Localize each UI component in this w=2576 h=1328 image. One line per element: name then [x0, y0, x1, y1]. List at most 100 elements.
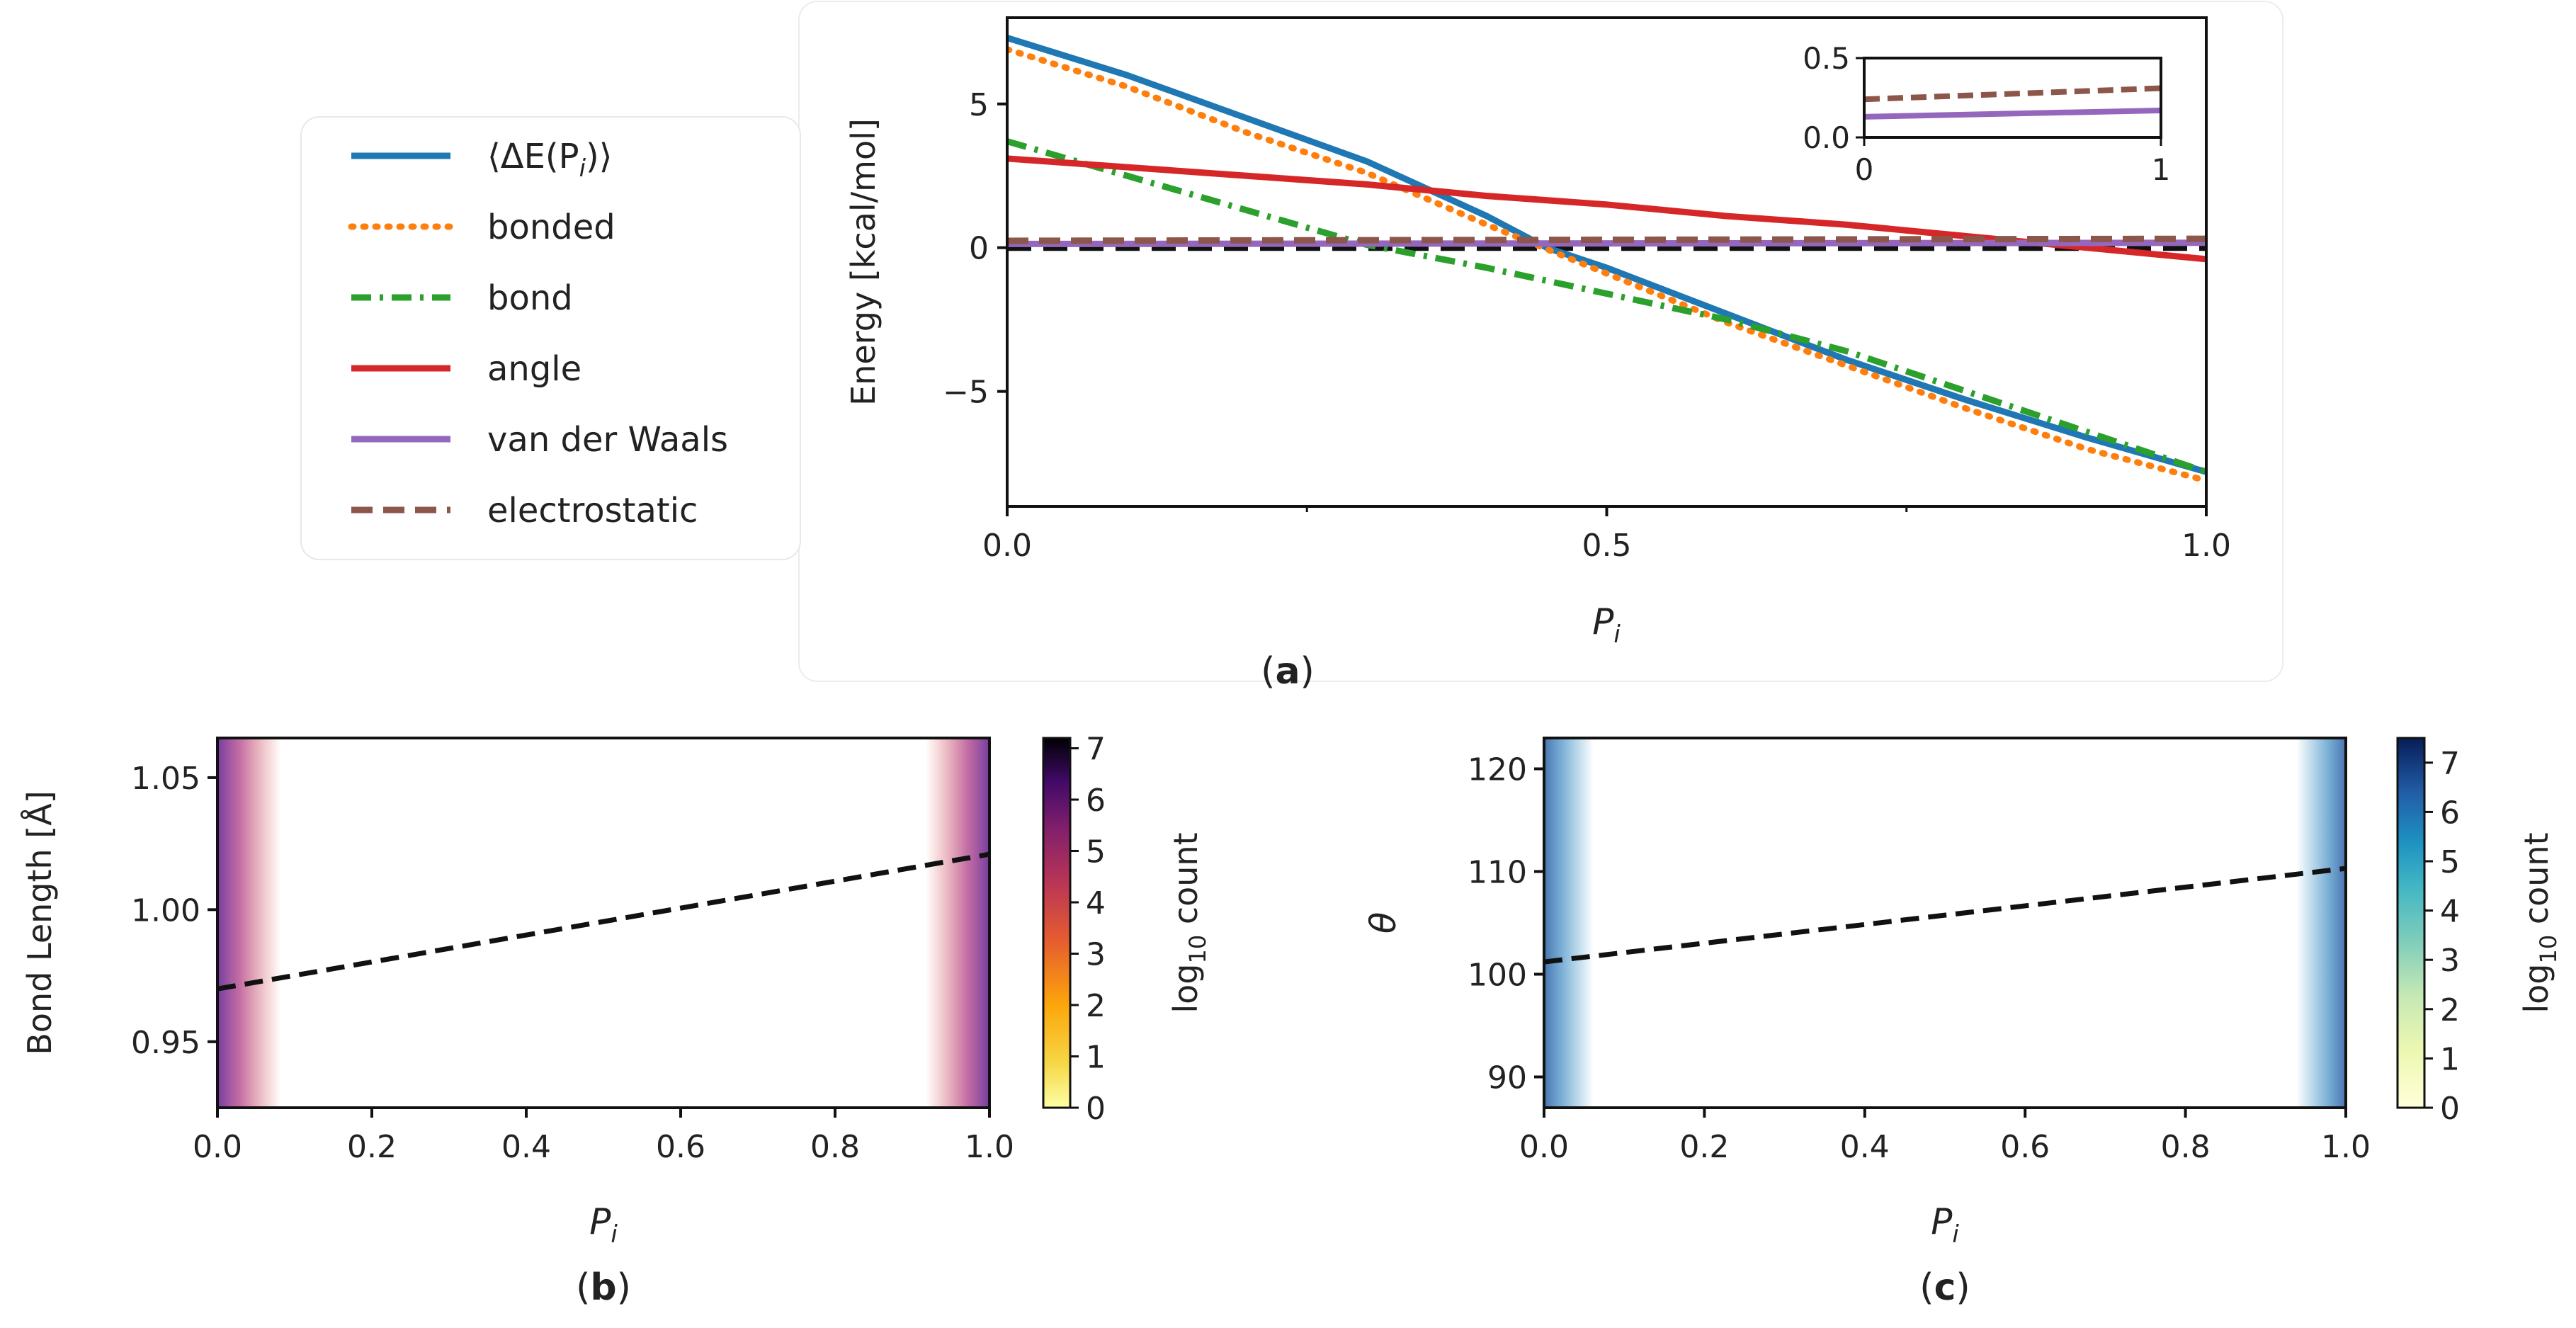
- a-series-group: [1007, 35, 2206, 484]
- a-inset-ticks: 0.0 0.5 0 1: [1803, 41, 2170, 187]
- c-ytick-label: 90: [1487, 1060, 1527, 1096]
- legend-label: ⟨ΔE(Pi)⟩: [487, 137, 612, 183]
- b-y-ticks: 0.95 1.00 1.05: [131, 761, 217, 1061]
- b-ylabel: Bond Length [Å]: [21, 790, 59, 1055]
- b-cbtick-label: 6: [1086, 783, 1106, 819]
- c-colorbar-ticks: 0 1 2 3 4 5 6 7: [2424, 746, 2460, 1127]
- b-caption: (b): [576, 1266, 631, 1309]
- c-xlabel: Pi: [1931, 1201, 1959, 1249]
- b-xtick-label: 0.4: [501, 1129, 551, 1165]
- c-xtick-label: 0.4: [1840, 1129, 1890, 1165]
- b-cbtick-label: 7: [1086, 732, 1106, 768]
- c-ytick-label: 100: [1468, 958, 1527, 994]
- inset-series-line-1: [1863, 85, 2162, 103]
- c-ytick-label: 110: [1468, 855, 1527, 891]
- b-xtick-label: 0.0: [193, 1129, 242, 1165]
- panel-a-frame: [798, 1, 2283, 682]
- legend-label: bond: [487, 278, 573, 318]
- b-cbtick-label: 2: [1086, 988, 1106, 1024]
- inset-xtick-label: 1: [2152, 152, 2171, 187]
- c-edge-left: [1544, 738, 1594, 1108]
- a-xlabel: Pi: [1592, 601, 1621, 649]
- series-bonded-line-1: [1007, 46, 2206, 484]
- c-colorbar: [2396, 737, 2426, 1109]
- c-trend-line: [1544, 866, 2346, 965]
- a-ytick-label: 5: [969, 87, 989, 123]
- series-vanderwaals-line-4: [1007, 239, 2206, 247]
- inset-ytick-label: 0.0: [1803, 120, 1850, 155]
- a-x-ticks: 0.0 0.5 1.0: [982, 506, 2231, 564]
- c-xtick-label: 0.0: [1519, 1129, 1569, 1165]
- a-xtick-label: 1.0: [2181, 528, 2231, 564]
- inset-series-line-0: [1863, 107, 2162, 120]
- c-xtick-label: 1.0: [2321, 1129, 2371, 1165]
- b-xlabel: Pi: [589, 1201, 618, 1249]
- c-xtick-label: 0.6: [2000, 1129, 2050, 1165]
- c-x-ticks: 0.0 0.2 0.4 0.6 0.8 1.0: [1519, 1108, 2371, 1165]
- a-ytick-label: −5: [943, 375, 989, 411]
- c-caption: (c): [1919, 1266, 1970, 1309]
- legend-label: bonded: [487, 208, 615, 247]
- legend-label: angle: [487, 349, 581, 389]
- b-colorbar-label: log10 count: [1167, 832, 1211, 1013]
- a-xtick-label: 0.5: [1582, 528, 1632, 564]
- c-ylabel: θ: [1363, 912, 1404, 934]
- legend-label: electrostatic: [487, 491, 698, 530]
- b-x-ticks: 0.0 0.2 0.4 0.6 0.8 1.0: [193, 1108, 1014, 1165]
- inset-xtick-label: 0: [1855, 152, 1874, 187]
- a-inset-frame: [1863, 57, 2162, 139]
- b-cbtick-label: 1: [1086, 1040, 1106, 1076]
- series-bond-line-2: [1007, 138, 2206, 475]
- c-cbtick-label: 3: [2440, 943, 2460, 979]
- legend-label: van der Waals: [487, 420, 728, 460]
- c-axes-frame: [1543, 737, 2347, 1109]
- c-cbtick-label: 7: [2440, 746, 2460, 782]
- series-electrostatic-line-5: [1007, 235, 2206, 244]
- b-plot-area: [217, 738, 989, 1108]
- panel-a: −505 0.0 0.5 1.0 Energy [kcal/mol] Pi (a) …: [348, 16, 2231, 693]
- b-cbtick-label: 0: [1086, 1091, 1106, 1127]
- panel-b: 0.95 1.00 1.05 0.0 0.2 0.4 0.6 0.8 1.0 Bond Len…: [21, 732, 1211, 1310]
- c-cbtick-label: 1: [2440, 1041, 2460, 1077]
- legend: ⟨ΔE(Pi)⟩ bonded bond angle van der Waals elec…: [348, 137, 728, 530]
- b-edge-left: [217, 738, 281, 1108]
- c-ytick-label: 120: [1468, 752, 1527, 788]
- b-xtick-label: 0.6: [656, 1129, 705, 1165]
- a-plot-area: [1007, 35, 2206, 484]
- c-plot-area: [1544, 738, 2346, 1108]
- c-cbtick-label: 4: [2440, 894, 2460, 930]
- b-xtick-label: 0.2: [347, 1129, 397, 1165]
- b-cbtick-label: 4: [1086, 885, 1106, 921]
- c-edge-right: [2296, 738, 2346, 1108]
- b-xtick-label: 1.0: [965, 1129, 1014, 1165]
- c-cbtick-label: 0: [2440, 1091, 2460, 1127]
- b-ytick-label: 1.05: [131, 761, 200, 797]
- c-y-ticks: 90 100 110 120: [1468, 752, 1544, 1096]
- b-cbtick-label: 5: [1086, 834, 1106, 870]
- c-cbtick-label: 2: [2440, 992, 2460, 1028]
- b-trend-line: [217, 851, 989, 992]
- c-colorbar-label: log10 count: [2517, 832, 2562, 1013]
- c-cbtick-label: 5: [2440, 844, 2460, 880]
- c-cbtick-label: 6: [2440, 795, 2460, 831]
- a-caption: (a): [1261, 650, 1315, 693]
- b-axes-frame: [216, 737, 991, 1109]
- a-xtick-label: 0.0: [982, 528, 1032, 564]
- inset-ytick-label: 0.5: [1803, 41, 1850, 76]
- a-axes-frame: [1006, 16, 2208, 508]
- a-ylabel: Energy [kcal/mol]: [844, 118, 883, 406]
- b-ytick-label: 0.95: [131, 1025, 200, 1061]
- b-cbtick-label: 3: [1086, 937, 1106, 973]
- b-edge-right: [926, 738, 989, 1108]
- b-xtick-label: 0.8: [810, 1129, 860, 1165]
- a-inset: 0.0 0.5 0 1: [1803, 41, 2170, 187]
- b-colorbar-ticks: 0 1 2 3 4 5 6 7: [1070, 732, 1106, 1127]
- b-colorbar: [1042, 737, 1072, 1109]
- series-ep-line-0: [1007, 35, 2206, 475]
- b-ytick-label: 1.00: [131, 892, 200, 929]
- c-xtick-label: 0.2: [1679, 1129, 1729, 1165]
- c-xtick-label: 0.8: [2161, 1129, 2211, 1165]
- a-ytick-label: 0: [969, 231, 989, 267]
